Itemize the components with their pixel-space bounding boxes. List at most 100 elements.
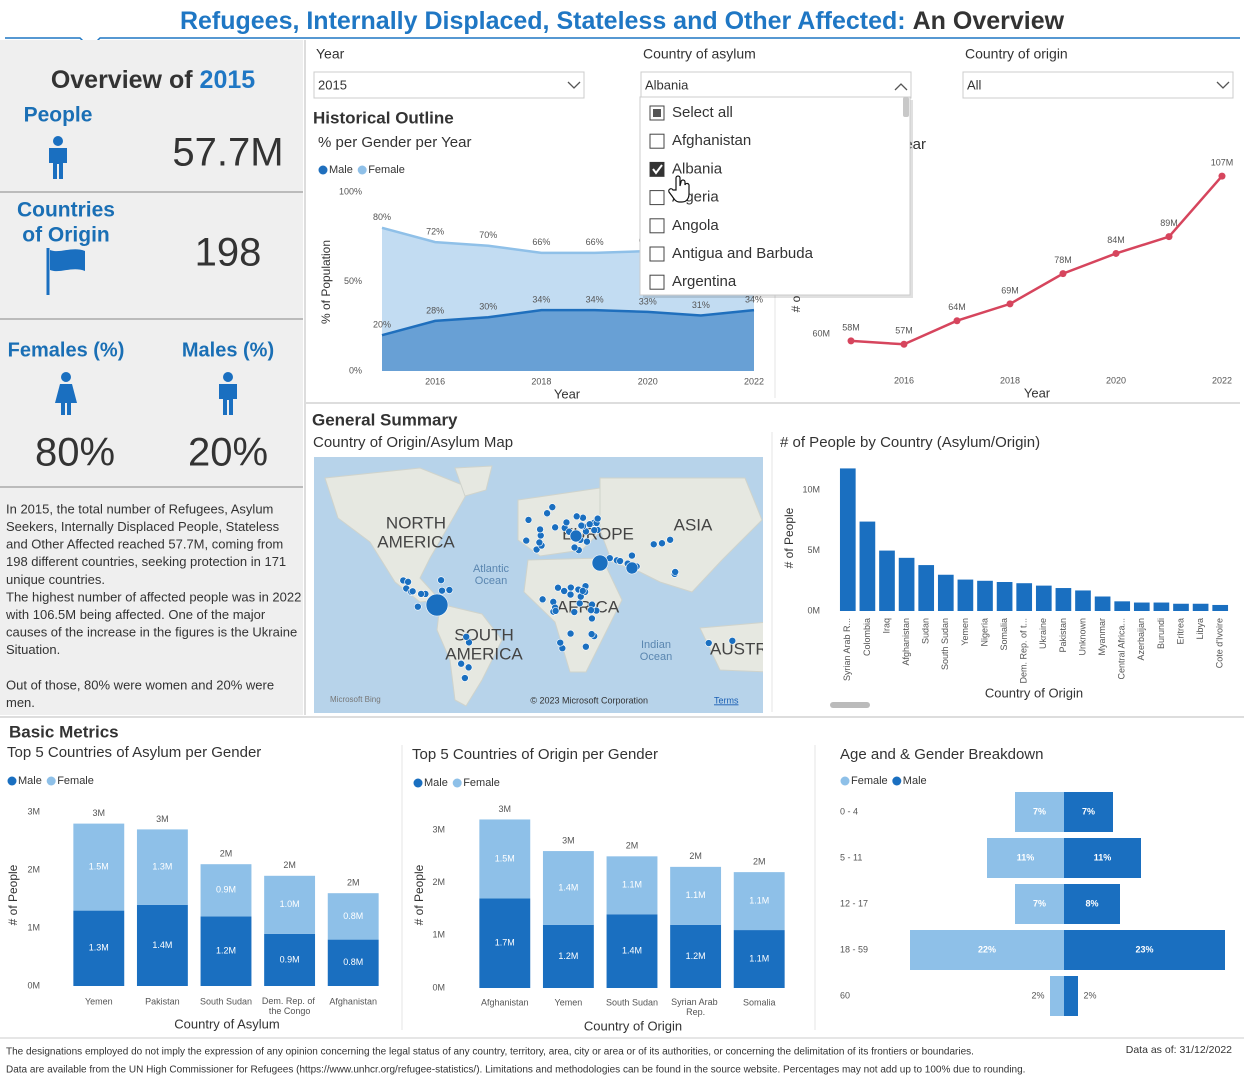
dropdown: Select allAfghanistanAlbaniaAlgeriaAngol…: [639, 96, 913, 298]
x-tick-label: South Sudan: [940, 618, 950, 670]
bar-segment: [733, 930, 785, 988]
data-label: 1.1M: [686, 890, 706, 900]
narrative-line: with 106.5M being affected. One of the m…: [5, 607, 266, 622]
point: [1006, 300, 1014, 308]
data-label: 1.1M: [749, 953, 769, 963]
legend-label: Female: [57, 775, 94, 787]
y-tick-label: 60M: [812, 329, 830, 339]
dropdown-item[interactable]: Afghanistan: [672, 132, 751, 149]
ocean-label: Ocean: [475, 575, 507, 587]
dropdown-item[interactable]: Antigua and Barbuda: [672, 245, 814, 262]
scrollbar[interactable]: [830, 702, 870, 708]
bar: [957, 579, 974, 611]
land: [699, 621, 763, 673]
y-tick-label: 3M: [27, 806, 40, 816]
bar-segment: [606, 856, 658, 915]
data-label: 34%: [532, 295, 550, 305]
map-dot: [464, 663, 473, 672]
map-dot: [445, 586, 454, 594]
cursor: [668, 175, 690, 203]
x-tick-label: Somalia: [999, 618, 1009, 651]
point: [1218, 172, 1226, 180]
charts-layer: Year 2015 Country of asylum Albania Country …: [6, 46, 1234, 1033]
data-label: 30%: [479, 302, 497, 312]
data-date: Data as of: 31/12/2022: [1126, 1044, 1232, 1056]
map-dot: [404, 578, 412, 586]
checkbox[interactable]: [649, 274, 665, 290]
checkbox[interactable]: [649, 190, 665, 206]
filter-box[interactable]: [313, 71, 585, 99]
land: [599, 477, 763, 593]
y-tick-label: 2M: [27, 864, 40, 874]
dropdown-item[interactable]: Angola: [672, 217, 719, 234]
map-dot: [590, 526, 599, 534]
bar: [1050, 976, 1064, 1016]
map-dot: [593, 514, 602, 523]
legend-label: Male: [18, 775, 42, 787]
label-line: Dem. Rep. of: [262, 996, 318, 1006]
data-label: 84M: [1107, 235, 1125, 245]
icon-part: [219, 384, 237, 415]
title-part: An Overview: [913, 7, 1065, 35]
checkbox[interactable]: [649, 133, 665, 149]
male-icon: [219, 372, 237, 415]
dropdown-item[interactable]: Albania: [672, 160, 723, 177]
bar-segment: [264, 875, 316, 934]
x-tick-label: Libya: [1195, 618, 1205, 640]
data-label: 58M: [842, 322, 860, 332]
x-tick-label: Nigeria: [979, 618, 989, 647]
checkbox[interactable]: [649, 218, 665, 234]
checkbox[interactable]: [649, 246, 665, 262]
footer-note: The designations employed do not imply t…: [6, 1047, 974, 1058]
narrative-line: unique countries.: [6, 572, 105, 587]
map-copyright: © 2023 Microsoft Corporation: [530, 695, 648, 705]
total-label: 3M: [562, 835, 575, 845]
map-label: AMERICA: [445, 644, 523, 663]
x-axis-label: Year: [554, 386, 581, 401]
narrative-line: Situation.: [6, 642, 60, 657]
filter-box[interactable]: [962, 71, 1234, 99]
x-tick-label: 2022: [744, 376, 764, 386]
legend-marker: [318, 165, 328, 175]
chart-title: Top 5 Countries of Asylum per Gender: [7, 744, 261, 761]
icon-part: [61, 372, 71, 382]
data-label: 1.2M: [216, 946, 236, 956]
map-terms[interactable]: Terms: [714, 695, 739, 705]
total-label: 3M: [499, 804, 512, 814]
chart-title: % per Gender per Year: [318, 134, 471, 151]
map-dot: [649, 540, 658, 549]
dropdown-scrollbar[interactable]: [903, 97, 909, 117]
bar: [839, 468, 856, 611]
icon-part: [223, 372, 233, 382]
map-dot: [616, 557, 624, 565]
map-label: AMERICA: [377, 532, 455, 551]
legend-label: Male: [424, 777, 448, 789]
data-label: 1.1M: [622, 880, 642, 890]
kpi-value: 198: [195, 231, 262, 275]
bar-segment: [542, 924, 594, 988]
icon-part: [55, 384, 77, 415]
map-dot: [560, 587, 568, 595]
data-label: 0.8M: [343, 957, 363, 967]
ocean-label: Ocean: [640, 651, 672, 663]
narrative-line: Seekers, Internally Displaced People, St…: [6, 519, 280, 534]
x-tick-label: Dem. Rep. of the Congo: [262, 996, 318, 1016]
bar-segment: [200, 864, 252, 917]
bar: [1114, 601, 1131, 611]
bar: [1075, 590, 1091, 611]
legend-marker: [357, 165, 367, 175]
legend-marker: [413, 778, 423, 788]
map-dot: [658, 539, 666, 548]
data-label: 107M: [1211, 157, 1234, 167]
dropdown-item[interactable]: Select all: [672, 104, 733, 121]
map-dot: [628, 551, 636, 560]
map-dot: [532, 545, 541, 554]
x-tick-label: Pakistan: [1058, 618, 1068, 653]
checkbox[interactable]: [649, 105, 665, 121]
x-tick-label: Somalia: [743, 997, 776, 1007]
data-label: 1.2M: [558, 951, 578, 961]
bar-segment: [327, 939, 379, 986]
kpi-label: Females (%): [8, 339, 125, 361]
y-axis-label: # of People: [782, 507, 796, 568]
dropdown-item[interactable]: Argentina: [672, 273, 737, 290]
